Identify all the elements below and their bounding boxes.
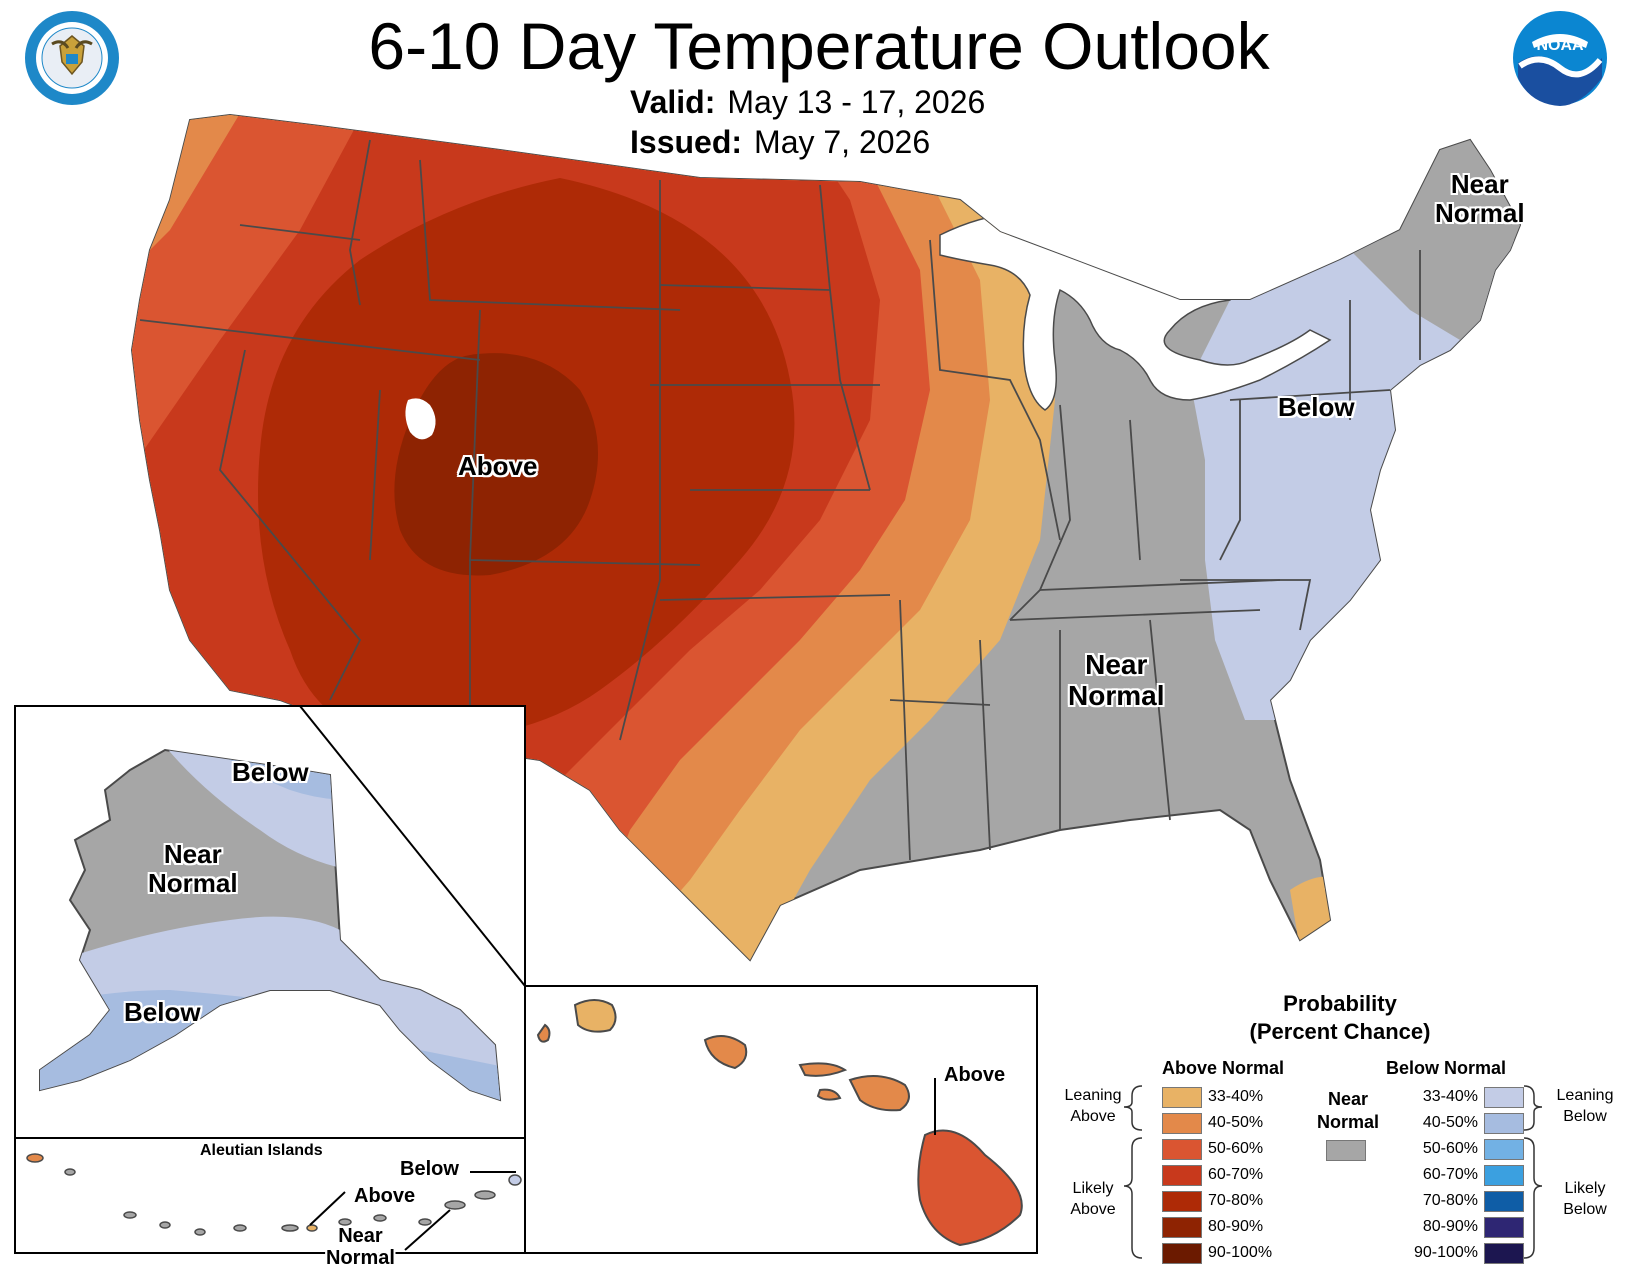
legend-leaning-above: Leaning Above	[1058, 1085, 1128, 1127]
band-80-90	[394, 353, 598, 576]
page-title: 6-10 Day Temperature Outlook	[368, 9, 1270, 83]
florida-above	[1290, 876, 1345, 950]
legend-leaning-above-line1: Leaning	[1064, 1087, 1122, 1104]
legend-braces-right	[1523, 1085, 1543, 1259]
above-range-label: 40-50%	[1208, 1114, 1264, 1131]
valid-line: Valid: May 13 - 17, 2026	[630, 84, 985, 121]
legend-likely-below-line2: Below	[1563, 1201, 1607, 1218]
label-alaska-below-south: Below	[124, 997, 201, 1027]
conus-below-region	[1190, 240, 1520, 720]
label-hawaii-above: Above	[944, 1064, 1006, 1086]
label-near: Near	[1450, 169, 1509, 199]
legend-near-header: Near Normal	[1310, 1088, 1386, 1134]
above-range-label: 60-70%	[1208, 1166, 1264, 1183]
above-swatch	[1162, 1217, 1202, 1238]
above-swatch	[1162, 1087, 1202, 1108]
below-range-label: 70-80%	[1422, 1192, 1478, 1209]
label-near: Near	[1085, 649, 1148, 680]
label-conus-above: Above	[458, 451, 538, 481]
below-range-label: 50-60%	[1422, 1140, 1478, 1157]
legend-leaning-below-line1: Leaning	[1556, 1087, 1614, 1104]
valid-label: Valid:	[630, 84, 716, 120]
above-swatch	[1162, 1113, 1202, 1134]
above-range-label: 90-100%	[1208, 1244, 1273, 1261]
below-swatch	[1484, 1113, 1524, 1134]
legend-braces-left	[1123, 1085, 1143, 1259]
aleutian-above-pointer	[309, 1191, 346, 1226]
above-range-label: 80-90%	[1208, 1218, 1264, 1235]
legend-above-header: Above Normal	[1162, 1058, 1285, 1078]
legend-near-swatch	[1326, 1140, 1366, 1161]
label-alaska-below-north: Below	[232, 757, 309, 787]
legend-title: Probability (Percent Chance)	[1060, 990, 1620, 1046]
legend-near-line1: Near	[1327, 1089, 1369, 1109]
aleutian-islands	[26, 1153, 522, 1236]
inset-connector	[299, 705, 526, 987]
legend-title-line1: Probability	[1283, 991, 1397, 1016]
legend-likely-above: Likely Above	[1058, 1178, 1128, 1220]
below-swatch	[1484, 1087, 1524, 1108]
legend-below-header: Below Normal	[1386, 1058, 1507, 1078]
legend-near-line2: Normal	[1316, 1112, 1379, 1132]
above-swatch	[1162, 1243, 1202, 1264]
legend-title-line2: (Percent Chance)	[1249, 1019, 1431, 1044]
legend-leaning-below-line2: Below	[1563, 1108, 1607, 1125]
label-normal: Normal	[1435, 197, 1525, 228]
svg-text:NOAA: NOAA	[1536, 37, 1584, 54]
below-range-label: 40-50%	[1422, 1114, 1478, 1131]
label-near: Near	[338, 1225, 383, 1247]
label-conus-below: Below	[1278, 392, 1355, 422]
below-swatch	[1484, 1217, 1524, 1238]
above-range-label: 33-40%	[1208, 1088, 1264, 1105]
label-aleutian-near-normal: Near Normal	[326, 1225, 395, 1269]
issued-value: May 7, 2026	[754, 124, 931, 160]
noaa-logo-icon: NOAA	[1513, 11, 1607, 106]
below-swatch	[1484, 1139, 1524, 1160]
legend-likely-above-line1: Likely	[1072, 1180, 1114, 1197]
legend-leaning-below: Leaning Below	[1548, 1085, 1622, 1127]
state-lines	[139, 139, 1421, 861]
below-swatch	[1484, 1191, 1524, 1212]
below-range-label: 60-70%	[1422, 1166, 1478, 1183]
legend-likely-below-line1: Likely	[1564, 1180, 1606, 1197]
above-swatch	[1162, 1139, 1202, 1160]
label-normal: Normal	[148, 867, 238, 898]
legend-likely-below: Likely Below	[1548, 1178, 1622, 1220]
label-conus-near-normal-ne: Near Normal	[1435, 170, 1525, 227]
valid-value: May 13 - 17, 2026	[727, 84, 986, 120]
commerce-seal-icon	[25, 11, 119, 105]
issued-label: Issued:	[630, 124, 743, 160]
legend-leaning-above-line2: Above	[1070, 1108, 1116, 1125]
above-swatch	[1162, 1165, 1202, 1186]
below-range-label: 80-90%	[1422, 1218, 1478, 1235]
hawaii-islands	[536, 999, 1023, 1247]
above-range-label: 70-80%	[1208, 1192, 1264, 1209]
above-swatch	[1162, 1191, 1202, 1212]
below-swatch	[1484, 1243, 1524, 1264]
legend-likely-above-line2: Above	[1070, 1201, 1116, 1218]
aleutian-near-pointer	[404, 1209, 451, 1251]
label-aleutian-title: Aleutian Islands	[200, 1142, 323, 1159]
issued-line: Issued: May 7, 2026	[630, 124, 930, 161]
label-normal: Normal	[1068, 679, 1165, 711]
below-range-label: 90-100%	[1413, 1244, 1478, 1261]
aleutian-inset-frame	[14, 1137, 526, 1254]
label-normal: Normal	[326, 1247, 395, 1269]
label-aleutian-above: Above	[354, 1185, 416, 1207]
above-range-label: 50-60%	[1208, 1140, 1264, 1157]
label-aleutian-below: Below	[400, 1158, 459, 1180]
label-alaska-near-normal: Near Normal	[148, 840, 238, 897]
great-salt-lake	[405, 398, 436, 440]
below-range-label: 33-40%	[1422, 1088, 1478, 1105]
label-conus-near-normal-se: Near Normal	[1068, 649, 1165, 712]
label-near: Near	[163, 839, 222, 869]
below-swatch	[1484, 1165, 1524, 1186]
